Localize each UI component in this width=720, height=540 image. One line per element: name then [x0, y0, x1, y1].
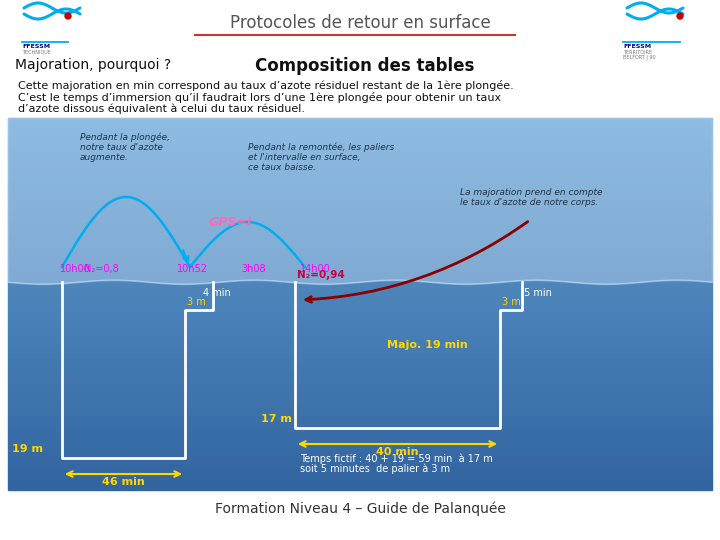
Bar: [8, 130, 712, 137]
Circle shape: [65, 13, 71, 19]
Text: 17 m: 17 m: [261, 414, 292, 424]
Text: Formation Niveau 4 – Guide de Palanquée: Formation Niveau 4 – Guide de Palanquée: [215, 502, 505, 516]
Bar: [8, 236, 712, 242]
Text: 10h52: 10h52: [177, 264, 208, 274]
Bar: [8, 286, 712, 292]
Bar: [8, 273, 712, 279]
Bar: [8, 143, 712, 149]
Bar: [8, 403, 712, 409]
Bar: [8, 155, 712, 161]
Bar: [8, 279, 712, 286]
Bar: [8, 161, 712, 167]
Bar: [8, 118, 712, 124]
Bar: [8, 329, 712, 335]
Bar: [8, 354, 712, 360]
Bar: [8, 360, 712, 366]
Text: BELFORT | 90: BELFORT | 90: [623, 55, 656, 60]
Bar: [8, 347, 712, 354]
Bar: [8, 174, 712, 180]
Bar: [8, 428, 712, 434]
Bar: [8, 137, 712, 143]
Text: Cette majoration en min correspond au taux d’azote résiduel restant de la 1ère p: Cette majoration en min correspond au ta…: [18, 80, 514, 91]
Bar: [8, 422, 712, 428]
Text: FFESSM: FFESSM: [22, 44, 50, 49]
Bar: [8, 484, 712, 490]
Bar: [8, 316, 712, 322]
Text: Majoration, pourquoi ?: Majoration, pourquoi ?: [15, 58, 171, 72]
Bar: [8, 471, 712, 477]
Text: Pendant la remontée, les paliers
et l'intervalle en surface,
ce taux baisse.: Pendant la remontée, les paliers et l'in…: [248, 142, 395, 172]
Bar: [8, 341, 712, 347]
Bar: [8, 124, 712, 130]
Bar: [8, 248, 712, 254]
Text: 3h08: 3h08: [242, 264, 266, 274]
Circle shape: [677, 13, 683, 19]
Bar: [8, 397, 712, 403]
Bar: [8, 224, 712, 230]
Bar: [8, 230, 712, 236]
Text: Majo. 19 min: Majo. 19 min: [387, 340, 468, 350]
Text: Composition des tables: Composition des tables: [255, 57, 474, 75]
Bar: [8, 254, 712, 261]
Bar: [8, 379, 712, 384]
Text: N₂=0,94: N₂=0,94: [297, 270, 345, 280]
Text: Temps fictif : 40 + 19 = 59 min  à 17 m: Temps fictif : 40 + 19 = 59 min à 17 m: [300, 453, 492, 463]
Bar: [8, 447, 712, 453]
Bar: [8, 391, 712, 397]
Text: N₂=0,8: N₂=0,8: [84, 264, 119, 274]
Text: Protocoles de retour en surface: Protocoles de retour en surface: [230, 14, 490, 32]
Bar: [8, 372, 712, 379]
Bar: [8, 459, 712, 465]
Bar: [8, 149, 712, 155]
Bar: [8, 267, 712, 273]
Text: 19 m: 19 m: [12, 444, 43, 454]
Bar: [8, 242, 712, 248]
Text: TERRITOIRE: TERRITOIRE: [623, 50, 652, 55]
Bar: [8, 477, 712, 484]
Text: GPS=I: GPS=I: [208, 216, 252, 229]
Text: FFESSM: FFESSM: [623, 44, 651, 49]
Text: TECHNIQUE: TECHNIQUE: [22, 50, 51, 55]
Bar: [8, 192, 712, 199]
Bar: [8, 384, 712, 391]
Bar: [8, 298, 712, 304]
Bar: [8, 199, 712, 205]
Bar: [8, 292, 712, 298]
Bar: [8, 217, 712, 224]
Text: La majoration prend en compte
le taux d'azote de notre corps.: La majoration prend en compte le taux d'…: [460, 188, 603, 207]
Text: 10h00: 10h00: [60, 264, 91, 274]
Text: 3 m: 3 m: [502, 297, 521, 307]
Text: 46 min: 46 min: [102, 477, 145, 487]
Bar: [8, 310, 712, 316]
Bar: [8, 180, 712, 186]
Bar: [8, 434, 712, 441]
Bar: [8, 304, 712, 310]
Bar: [8, 465, 712, 471]
Bar: [8, 261, 712, 267]
Text: Pendant la plongée,
notre taux d'azote
augmente.: Pendant la plongée, notre taux d'azote a…: [80, 132, 170, 163]
Bar: [8, 409, 712, 416]
Bar: [8, 322, 712, 329]
Text: soit 5 minutes  de palier à 3 m: soit 5 minutes de palier à 3 m: [300, 464, 450, 475]
Bar: [8, 453, 712, 459]
Bar: [8, 205, 712, 211]
Text: 4 min: 4 min: [203, 288, 230, 298]
Bar: [8, 416, 712, 422]
Text: 14h00: 14h00: [300, 264, 330, 274]
Text: d’azote dissous équivalent à celui du taux résiduel.: d’azote dissous équivalent à celui du ta…: [18, 104, 305, 114]
Bar: [8, 441, 712, 447]
Bar: [8, 366, 712, 372]
Bar: [8, 186, 712, 192]
Bar: [8, 335, 712, 341]
Text: C’est le temps d’immersion qu’il faudrait lors d’une 1ère plongée pour obtenir : C’est le temps d’immersion qu’il faudrai…: [18, 92, 501, 103]
Text: 5 min: 5 min: [524, 288, 552, 298]
Text: 40 min: 40 min: [377, 447, 419, 457]
Bar: [8, 211, 712, 217]
Text: 3 m: 3 m: [187, 297, 206, 307]
Bar: [8, 167, 712, 174]
